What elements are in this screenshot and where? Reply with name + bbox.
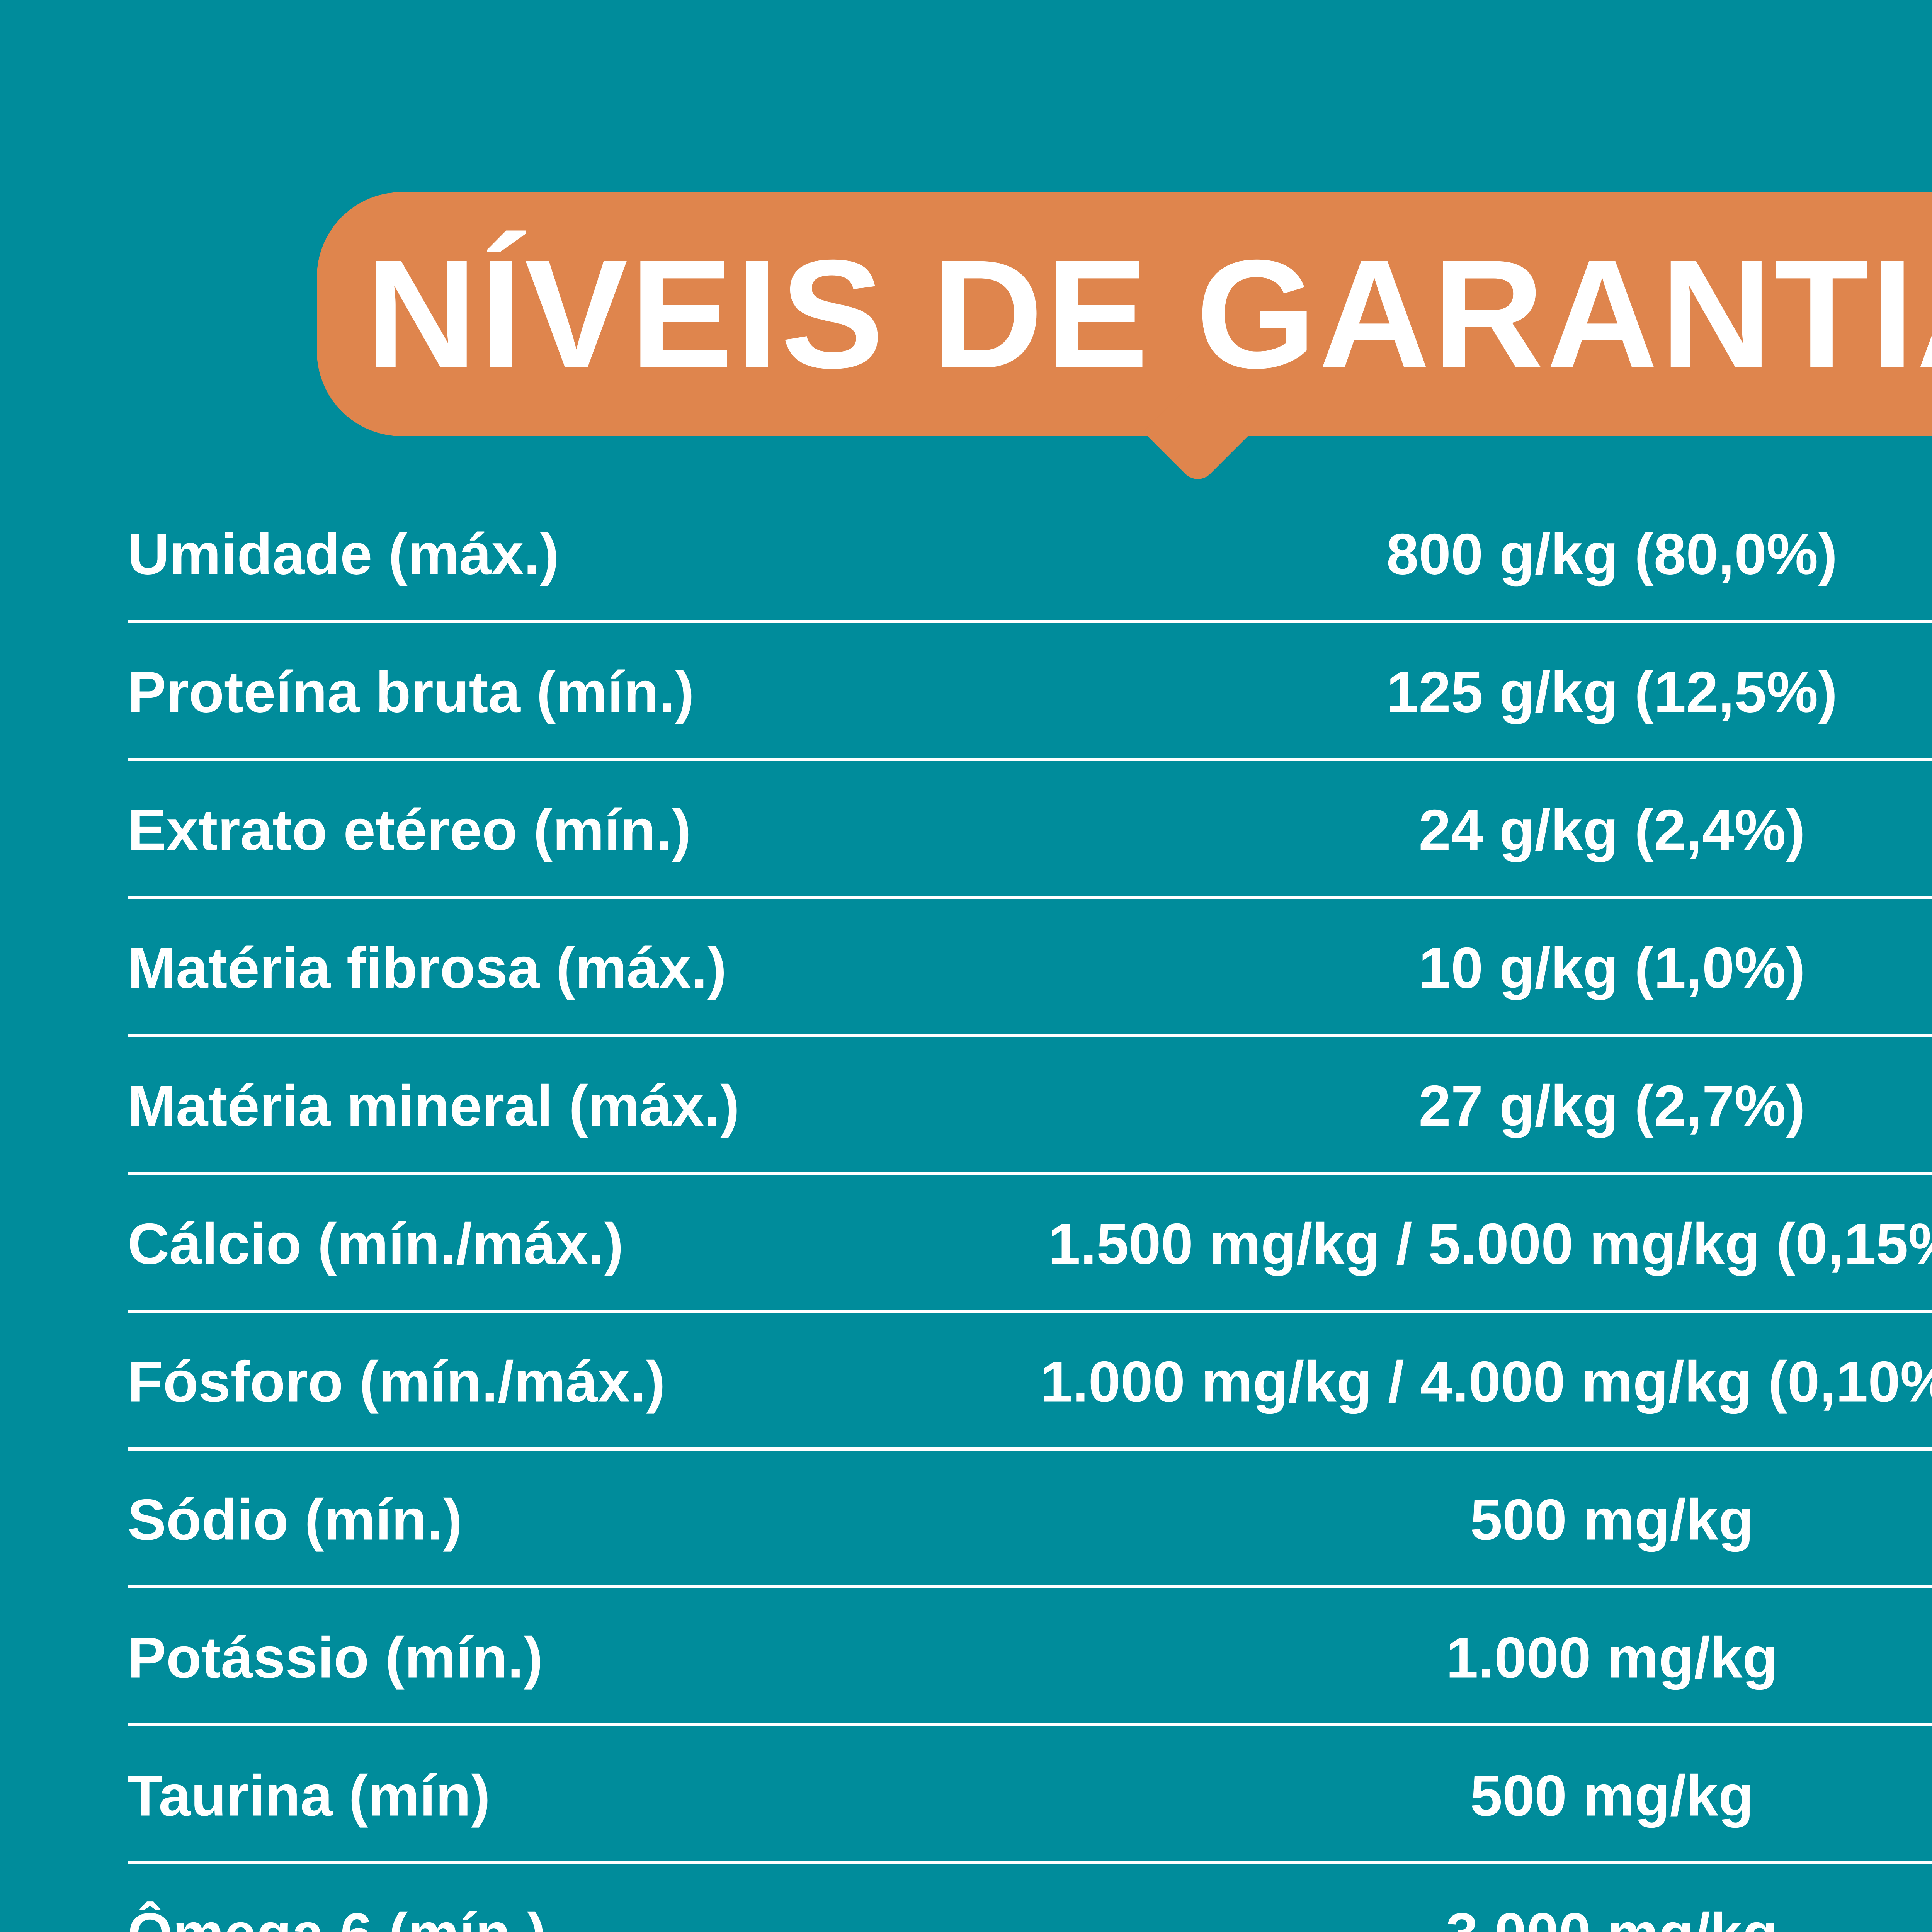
nutrient-label: Potássio (mín.)	[128, 1625, 543, 1690]
nutrient-label: Fósforo (mín./máx.)	[128, 1349, 665, 1414]
table-row: Taurina (mín) 500 mg/kg	[128, 1726, 1932, 1864]
table-row: Cálcio (mín./máx.) 1.500 mg/kg / 5.000 m…	[128, 1175, 1932, 1313]
table-row: Sódio (mín.) 500 mg/kg	[128, 1451, 1932, 1588]
nutrient-label: Umidade (máx.)	[128, 521, 559, 586]
nutrient-label: Matéria mineral (máx.)	[128, 1073, 740, 1138]
nutrient-value: 1.500 mg/kg / 5.000 mg/kg (0,15% /0,50%)	[1048, 1211, 1932, 1276]
nutrient-value: 500 mg/kg	[1470, 1763, 1754, 1828]
nutrient-value: 1.000 mg/kg	[1446, 1625, 1778, 1690]
nutrient-value: 800 g/kg (80,0%)	[1386, 521, 1838, 586]
table-row: Proteína bruta (mín.) 125 g/kg (12,5%)	[128, 623, 1932, 761]
nutrient-label: Taurina (mín)	[128, 1763, 490, 1828]
nutrient-value: 1.000 mg/kg / 4.000 mg/kg (0,10% / 0,40%…	[1040, 1349, 1932, 1414]
table-row: Matéria mineral (máx.) 27 g/kg (2,7%)	[128, 1037, 1932, 1175]
nutrient-value: 125 g/kg (12,5%)	[1386, 659, 1838, 724]
table-row: Ômega 6 (mín.) 3.000 mg/kg	[128, 1864, 1932, 1932]
table-row: Extrato etéreo (mín.) 24 g/kg (2,4%)	[128, 761, 1932, 899]
nutrient-label: Ômega 6 (mín.)	[128, 1900, 546, 1932]
nutrient-label: Matéria fibrosa (máx.)	[128, 935, 727, 1000]
nutrient-label: Extrato etéreo (mín.)	[128, 797, 691, 862]
nutrient-label: Cálcio (mín./máx.)	[128, 1211, 624, 1276]
nutrient-value: 10 g/kg (1,0%)	[1418, 935, 1805, 1000]
table-row: Potássio (mín.) 1.000 mg/kg	[128, 1588, 1932, 1726]
guarantee-table: Umidade (máx.) 800 g/kg (80,0%) Proteína…	[128, 485, 1932, 1932]
nutrient-label: Proteína bruta (mín.)	[128, 659, 694, 724]
nutrient-value: 24 g/kg (2,4%)	[1418, 797, 1805, 862]
title-banner: NÍVEIS DE GARANTIA	[317, 192, 1932, 486]
nutrient-value: 27 g/kg (2,7%)	[1418, 1073, 1805, 1138]
table-row: Umidade (máx.) 800 g/kg (80,0%)	[128, 485, 1932, 623]
table-row: Fósforo (mín./máx.) 1.000 mg/kg / 4.000 …	[128, 1313, 1932, 1451]
nutrient-label: Sódio (mín.)	[128, 1487, 463, 1552]
page-title: NÍVEIS DE GARANTIA	[365, 228, 1932, 400]
nutrient-value: 3.000 mg/kg	[1446, 1900, 1778, 1932]
table-row: Matéria fibrosa (máx.) 10 g/kg (1,0%)	[128, 899, 1932, 1037]
nutrient-value: 500 mg/kg	[1470, 1487, 1754, 1552]
